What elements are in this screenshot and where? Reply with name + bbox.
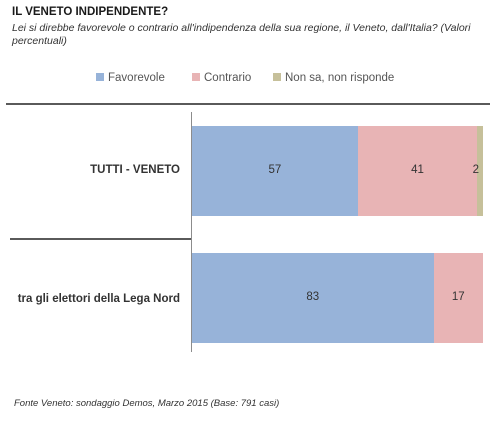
bar-label-favorevole-row-2: 83 <box>306 291 320 303</box>
top-divider <box>6 103 490 105</box>
middle-divider <box>10 238 192 240</box>
chart-subtitle: Lei si direbbe favorevole o contrario al… <box>12 22 471 47</box>
bar-non-sa-row-1 <box>477 126 483 216</box>
row-label-lega-nord: tra gli elettori della Lega Nord <box>17 293 180 305</box>
bar-label-contrario-row-2: 17 <box>451 291 465 303</box>
source-note: Fonte Veneto: sondaggio Demos, Marzo 201… <box>14 398 280 409</box>
row-label-tutti-veneto: TUTTI - VENETO <box>90 164 180 176</box>
bar-favorevole-row-1 <box>192 126 358 216</box>
bar-contrario-row-1 <box>357 126 478 216</box>
axis-baseline <box>191 112 192 352</box>
legend-swatch-non-sa <box>273 73 281 81</box>
legend-swatch-contrario <box>192 73 200 81</box>
bar-contrario-row-2 <box>433 253 483 343</box>
legend-item-contrario: Contrario <box>192 72 251 84</box>
chart-title: IL VENETO INDIPENDENTE? <box>12 6 169 18</box>
bar-label-contrario-row-1: 41 <box>411 164 424 176</box>
legend-label-contrario: Contrario <box>204 72 252 84</box>
legend-label-favorevole: Favorevole <box>108 72 165 84</box>
legend-swatch-favorevole <box>96 73 104 81</box>
legend: Favorevole Contrario Non sa, non rispond… <box>0 72 500 88</box>
bar-favorevole-row-2 <box>192 253 434 343</box>
legend-item-favorevole: Favorevole <box>96 72 165 84</box>
bar-label-non-sa-row-1: 2 <box>472 164 479 176</box>
legend-label-non-sa: Non sa, non risponde <box>285 72 395 84</box>
legend-item-non-sa: Non sa, non risponde <box>273 72 394 84</box>
bar-label-favorevole-row-1: 57 <box>268 164 282 176</box>
